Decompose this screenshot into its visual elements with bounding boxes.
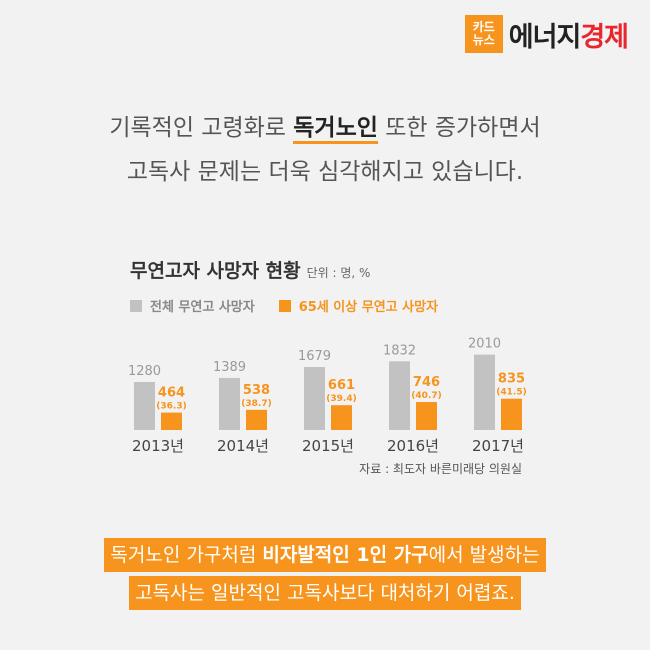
label-percent-2013년: (36.3): [156, 402, 186, 412]
label-elderly-2013년: 464: [158, 386, 185, 401]
outro-line-1: 독거노인 가구처럼 비자발적인 1인 가구에서 발생하는: [104, 538, 546, 572]
label-total-2014년: 1389: [213, 360, 246, 375]
bar-total-2015년: [304, 367, 325, 430]
label-elderly-2015년: 661: [328, 378, 355, 393]
brand-logo: 카드 뉴스 에너지경제: [464, 14, 629, 54]
highlight-keyword: 독거노인: [293, 115, 378, 144]
chart-title: 무연고자 사망자 현황 단위 : 명, %: [130, 260, 371, 282]
card-news-badge: 카드 뉴스: [464, 15, 503, 53]
bar-elderly-2016년: [416, 402, 437, 430]
bar-total-2014년: [219, 377, 240, 430]
category-label-2014년: 2014년: [217, 437, 269, 455]
bar-elderly-2014년: [246, 409, 267, 430]
label-percent-2017년: (41.5): [496, 388, 526, 398]
outro-line-2: 고독사는 일반적인 고독사보다 대처하기 어렵죠.: [129, 576, 521, 610]
label-total-2013년: 1280: [128, 364, 161, 379]
label-percent-2015년: (39.4): [326, 394, 356, 404]
legend-item-elderly: 65세 이상 무연고 사망자: [278, 296, 438, 315]
bar-total-2016년: [389, 361, 410, 430]
category-label-2013년: 2013년: [132, 437, 184, 455]
label-total-2016년: 1832: [383, 343, 416, 358]
intro-line-1: 기록적인 고령화로 독거노인 또한 증가하면서: [0, 106, 650, 150]
label-percent-2016년: (40.7): [411, 391, 441, 401]
outro-text: 독거노인 가구처럼 비자발적인 1인 가구에서 발생하는 고독사는 일반적인 고…: [0, 538, 650, 614]
chart-unit: 단위 : 명, %: [306, 266, 371, 280]
chart-legend: 전체 무연고 사망자 65세 이상 무연고 사망자: [130, 296, 438, 315]
bar-total-2017년: [474, 354, 495, 430]
intro-text: 기록적인 고령화로 독거노인 또한 증가하면서 고독사 문제는 더욱 심각해지고…: [0, 106, 650, 194]
bar-elderly-2015년: [331, 405, 352, 430]
brand-name: 에너지경제: [508, 21, 629, 53]
label-elderly-2014년: 538: [243, 383, 270, 398]
bar-elderly-2013년: [161, 412, 182, 430]
legend-swatch-elderly: [278, 299, 291, 312]
label-elderly-2016년: 746: [413, 375, 440, 390]
category-label-2015년: 2015년: [302, 437, 354, 455]
bar-total-2013년: [134, 382, 155, 430]
category-label-2016년: 2016년: [387, 437, 439, 455]
source-note: 자료 : 최도자 바른미래당 의원실: [359, 462, 522, 476]
label-total-2017년: 2010: [468, 337, 501, 352]
label-elderly-2017년: 835: [498, 372, 525, 387]
category-label-2017년: 2017년: [472, 437, 524, 455]
legend-item-total: 전체 무연고 사망자: [130, 296, 255, 315]
label-total-2015년: 1679: [298, 349, 331, 364]
legend-swatch-total: [130, 299, 142, 312]
intro-line-2: 고독사 문제는 더욱 심각해지고 있습니다.: [126, 159, 524, 185]
bar-elderly-2017년: [501, 398, 522, 430]
label-percent-2014년: (38.7): [241, 399, 271, 409]
